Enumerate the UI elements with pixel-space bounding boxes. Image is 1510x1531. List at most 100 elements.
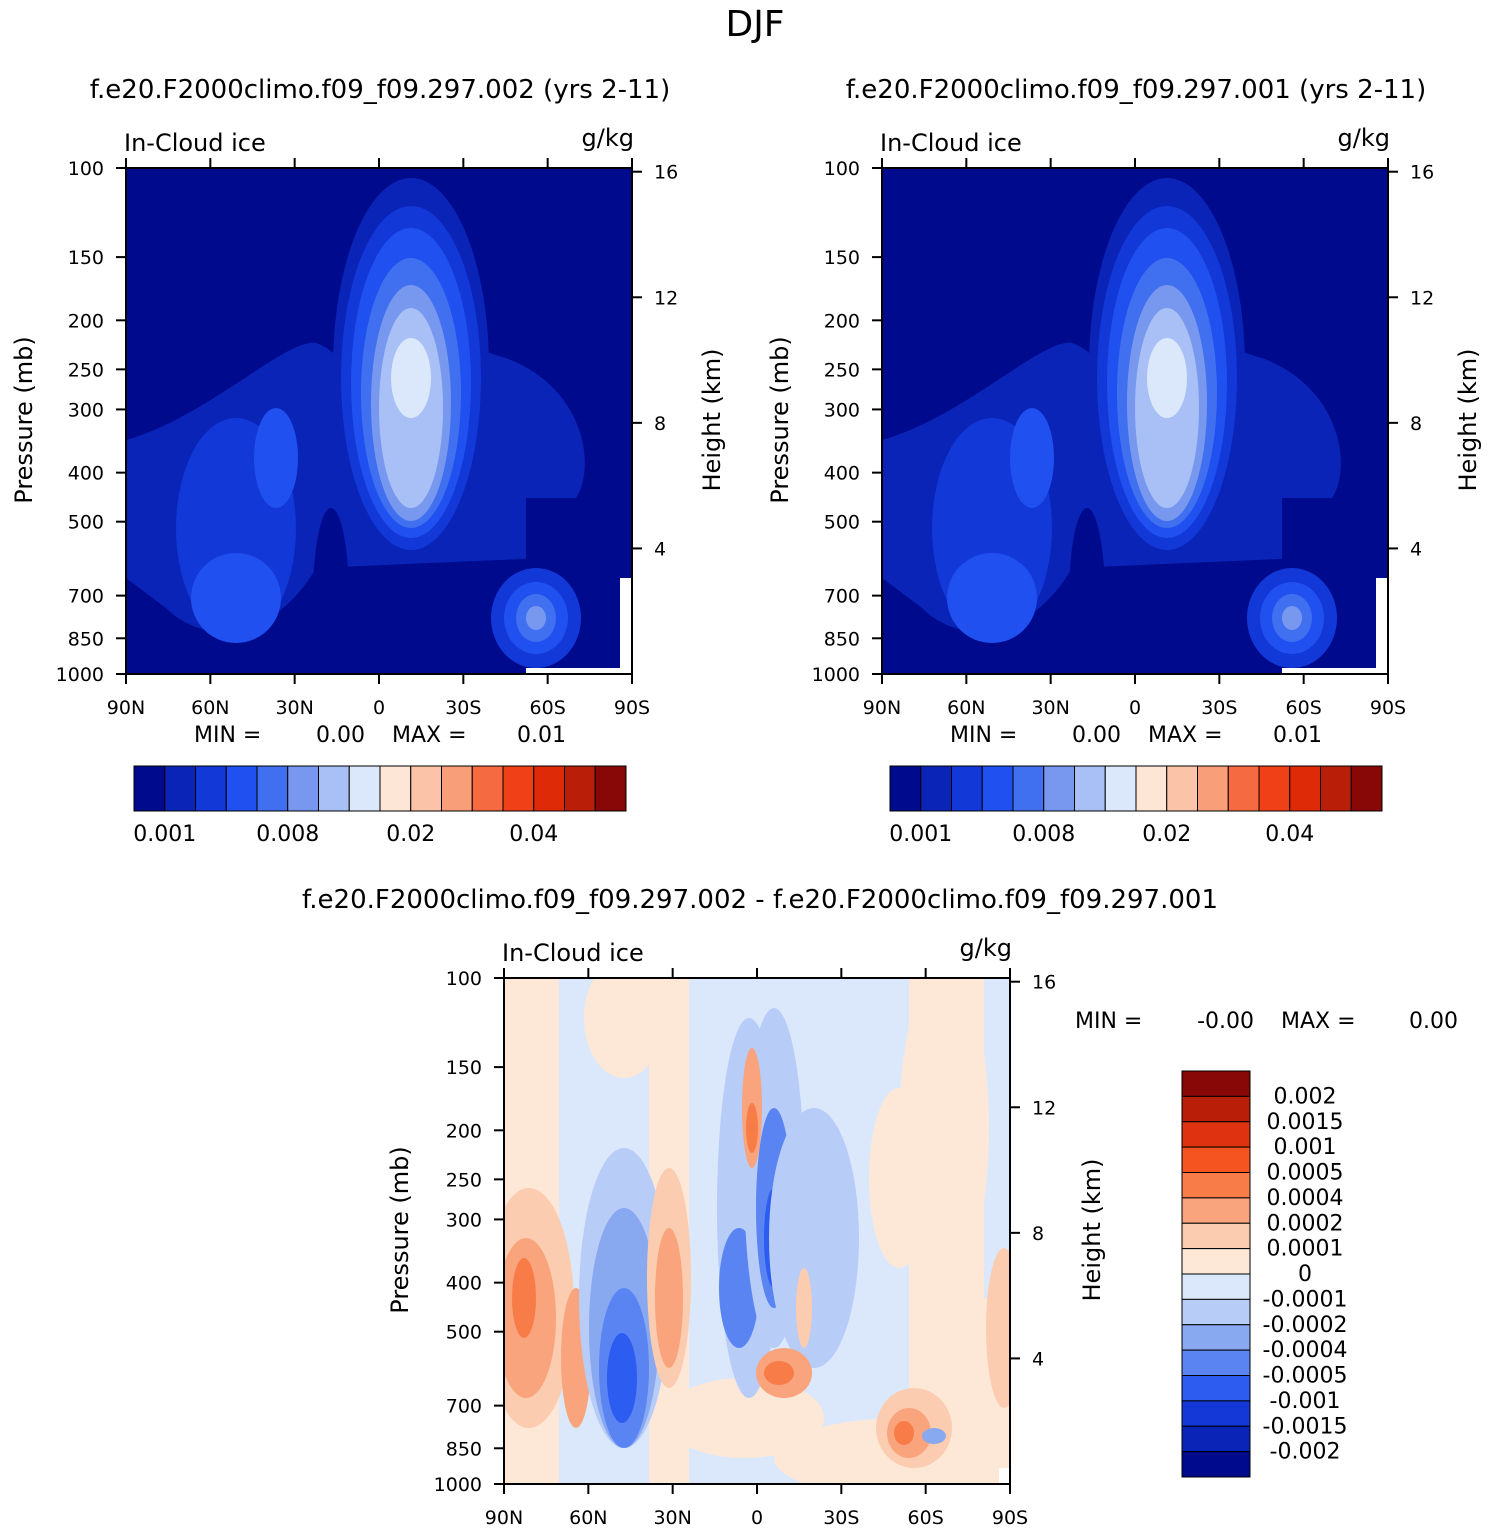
diff-pressure-tick-label: 400 [446,1273,482,1295]
diff-colorbar-label: -0.0001 [1263,1287,1348,1312]
diff-colorbar-label: 0.0001 [1267,1237,1344,1262]
right-colorbar-swatch [1012,765,1045,812]
right-missing-data [1282,578,1388,674]
right-pressure-tick-label: 850 [824,628,860,650]
right-pressure-tick-label: 1000 [812,664,860,686]
diff-colorbar-label: -0.0004 [1263,1338,1348,1363]
diff-colorbar-swatch [1181,1425,1251,1453]
diff-neg-20s-2 [769,1108,859,1368]
left-colorbar-swatch [410,765,442,812]
right-colorbar-swatch [1258,765,1291,812]
right-contour-fills [882,178,1388,674]
right-height-tick-label: 4 [1410,538,1422,560]
diff-colorbar-swatch [1181,1095,1251,1123]
left-height-tick-label: 16 [654,162,678,184]
right-case-title: f.e20.F2000climo.f09_f09.297.001 (yrs 2-… [846,75,1426,105]
right-lat-tick-label: 90N [863,697,901,719]
right-pressure-tick-label: 400 [824,463,860,485]
left-min-value: 0.00 [316,723,365,748]
left-pressure-tick-label: 400 [68,463,104,485]
diff-colorbar-swatch [1181,1248,1251,1275]
diff-pos-eq-lower-4 [764,1361,794,1385]
right-colorbar-swatch [1320,765,1352,812]
left-sh-cell-4 [526,606,546,630]
right-lat-tick-label: 90S [1370,697,1406,719]
right-colorbar-swatch [1289,765,1321,812]
right-colorbar-swatch [1166,765,1198,812]
right-colorbar-swatch [1135,765,1168,812]
right-colorbar-swatch [1043,765,1075,812]
left-contour-fills [126,178,632,674]
left-height-tick-label: 12 [654,287,678,309]
diff-missing-data [999,1468,1010,1484]
right-lat-tick-label: 30N [1031,697,1069,719]
right-contour-panel: 100 150 200 250 300 400 500 700 850 1000 16 12 8 4 90N… [812,158,1434,719]
left-colorbar-swatch [195,765,227,812]
diff-lat-tick-label: 90N [485,1507,523,1529]
diff-colorbar: 0.0020.00150.0010.00050.00040.00020.0001… [1181,1070,1348,1478]
diff-pressure-tick-label: 150 [446,1057,482,1079]
diff-colorbar-swatch [1181,1324,1251,1351]
diff-colorbar-label: 0.0004 [1267,1186,1344,1211]
diff-pos-30s-strip [869,1088,929,1268]
left-lat-tick-label: 60S [530,697,566,719]
left-pressure-tick-label: 850 [68,628,104,650]
right-pressure-tick-label: 250 [824,359,860,381]
left-stats: MIN = 0.00 MAX = 0.01 [194,723,566,748]
right-pressure-tick-label: 100 [824,158,860,180]
left-lat-tick-label: 30S [445,697,481,719]
diff-pos-sp-2 [986,1248,1010,1408]
left-height-axis-title: Height (km) [698,349,726,492]
diff-neg-45n-5 [607,1333,637,1423]
left-colorbar-swatch [594,765,627,812]
left-colorbar-label: 0.02 [386,822,435,847]
left-height-tick-label: 8 [654,413,666,435]
left-variable-label: In-Cloud ice [124,129,266,157]
right-pressure-tick-label: 300 [824,399,860,421]
diff-pos-15s [796,1268,812,1348]
diff-pos-nh-upper [584,978,664,1078]
diff-height-axis-title: Height (km) [1078,1159,1106,1302]
right-lat-tick-label: 60N [947,697,985,719]
left-lat-tick-label: 30N [275,697,313,719]
left-colorbar-swatch [225,765,258,812]
diff-colorbar-swatch [1181,1222,1251,1250]
left-pressure-axis-title: Pressure (mb) [10,336,38,503]
right-variable-label: In-Cloud ice [880,129,1022,157]
left-colorbar-swatch [164,765,196,812]
diff-colorbar-label: 0 [1298,1262,1312,1287]
diff-colorbar-swatch [1181,1298,1251,1326]
right-colorbar-swatch [920,765,952,812]
right-height-axis-title: Height (km) [1454,349,1482,492]
right-lat-tick-label: 60S [1286,697,1322,719]
left-colorbar-swatch [471,765,504,812]
diff-pressure-axis-title: Pressure (mb) [386,1146,414,1313]
right-colorbar-swatch [1104,765,1137,812]
right-sh-cell-4 [1282,606,1302,630]
right-pressure-axis-title: Pressure (mb) [766,336,794,503]
diff-pressure-tick-label: 100 [446,968,482,990]
left-min-label: MIN = [194,723,261,748]
diff-contour-fills [504,978,1010,1484]
left-colorbar-swatch [133,765,166,812]
left-max-value: 0.01 [517,723,566,748]
diff-pos-90n-4 [512,1258,536,1338]
right-colorbar-label: 0.008 [1012,822,1075,847]
right-min-label: MIN = [950,723,1017,748]
diff-colorbar-swatch [1181,1172,1251,1199]
right-colorbar-swatch [1197,765,1229,812]
right-max-label: MAX = [1148,723,1223,748]
diff-colorbar-label: 0.001 [1274,1135,1337,1160]
diff-pressure-tick-label: 1000 [434,1474,482,1496]
right-gap-30s [1157,578,1267,674]
diff-colorbar-label: -0.001 [1270,1389,1341,1414]
diff-colorbar-label: 0.0005 [1267,1161,1344,1186]
diff-pos-eq-upper-4 [746,1103,758,1153]
diff-colorbar-swatch [1181,1121,1251,1148]
diff-lat-tick-label: 30N [653,1507,691,1529]
left-pressure-tick-label: 300 [68,399,104,421]
right-colorbar-swatch [1074,765,1106,812]
diff-pressure-tick-label: 200 [446,1120,482,1142]
left-colorbar-label: 0.04 [509,822,558,847]
left-lat-tick-label: 60N [191,697,229,719]
